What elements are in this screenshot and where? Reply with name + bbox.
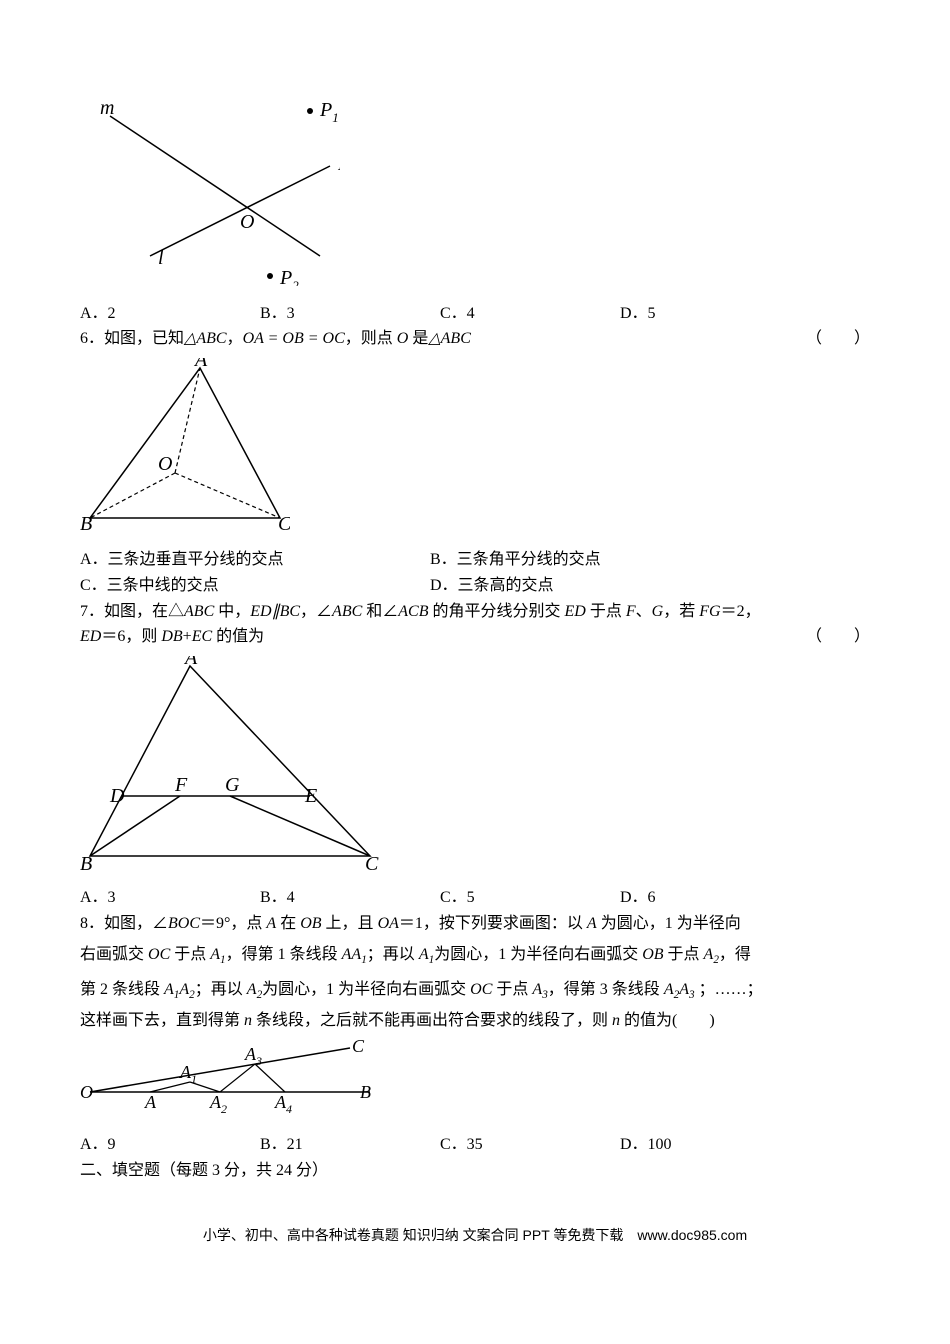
q8-opt-c: C．35 <box>440 1132 620 1158</box>
q6-opt-c: C．三条中线的交点 <box>80 573 430 599</box>
label-B6: B <box>80 513 92 533</box>
q8-opt-b: B．21 <box>260 1132 440 1158</box>
figure-q8: O A A1 A2 A3 A4 B C <box>80 1040 870 1127</box>
q8-line2: 右画弧交 OC 于点 A1，得第 1 条线段 AA1；再以 A1为圆心，1 为半… <box>80 937 870 973</box>
q7-paren: （ ） <box>806 624 870 650</box>
q7-opt-d: D．6 <box>620 885 800 911</box>
q6-options-row2: C．三条中线的交点 D．三条高的交点 <box>80 573 780 599</box>
section-2-heading: 二、填空题（每题 3 分，共 24 分） <box>80 1158 870 1184</box>
label-O8: O <box>80 1082 93 1102</box>
q7-line1: 7．如图，在△ABC 中，ED∥BC，∠ABC 和∠ACB 的角平分线分别交 E… <box>80 599 870 625</box>
q8-opt-d: D．100 <box>620 1132 800 1158</box>
label-B8: B <box>360 1082 371 1102</box>
label-O6: O <box>158 453 172 475</box>
q5-opt-d: D．5 <box>620 301 800 327</box>
q5-options: A．2 B．3 C．4 D．5 <box>80 301 800 327</box>
q6-opt-d: D．三条高的交点 <box>430 573 780 599</box>
figure-q5: m l O P P1 P2 <box>80 86 870 295</box>
q7-options: A．3 B．4 C．5 D．6 <box>80 885 800 911</box>
svg-q8: O A A1 A2 A3 A4 B C <box>80 1040 380 1118</box>
label-F7: F <box>174 774 188 796</box>
q6-stem: 6．如图，已知△ABC，OA = OB = OC，则点 O 是△ABC （ ） <box>80 326 870 352</box>
label-A48: A4 <box>274 1092 292 1116</box>
q6-text: 6．如图，已知△ABC，OA = OB = OC，则点 O 是△ABC <box>80 326 471 352</box>
label-O: O <box>240 211 254 233</box>
q6-options-row1: A．三条边垂直平分线的交点 B．三条角平分线的交点 <box>80 547 780 573</box>
label-P1: P1 <box>319 99 339 125</box>
figure-q6: A B C O <box>80 358 870 542</box>
label-E7: E <box>304 785 317 807</box>
q7-opt-b: B．4 <box>260 885 440 911</box>
label-P: P <box>337 153 340 175</box>
label-C6: C <box>278 513 290 533</box>
q7-opt-c: C．5 <box>440 885 620 911</box>
q5-opt-b: B．3 <box>260 301 440 327</box>
label-A6: A <box>193 358 208 371</box>
label-A8: A <box>144 1092 157 1112</box>
q8-line3: 第 2 条线段 A1A2；再以 A2为圆心，1 为半径向右画弧交 OC 于点 A… <box>80 972 870 1008</box>
q7-line2-text: ED＝6，则 DB+EC 的值为 <box>80 624 264 650</box>
figure-q7: A B C D E F G <box>80 656 870 880</box>
label-P2: P2 <box>279 267 299 286</box>
label-B7: B <box>80 853 92 871</box>
svg-q7: A B C D E F G <box>80 656 380 871</box>
q7-line2: ED＝6，则 DB+EC 的值为 （ ） <box>80 624 870 650</box>
label-C8: C <box>352 1040 365 1056</box>
q5-opt-a: A．2 <box>80 301 260 327</box>
page-footer: 小学、初中、高中各种试卷真题 知识归纳 文案合同 PPT 等免费下载 www.d… <box>80 1224 870 1246</box>
label-C7: C <box>365 853 379 871</box>
q5-opt-c: C．4 <box>440 301 620 327</box>
svg-q6: A B C O <box>80 358 290 533</box>
q8-opt-a: A．9 <box>80 1132 260 1158</box>
q6-paren: （ ） <box>806 326 870 352</box>
label-A7: A <box>183 656 198 669</box>
label-G7: G <box>225 774 240 796</box>
q6-opt-a: A．三条边垂直平分线的交点 <box>80 547 430 573</box>
q6-opt-b: B．三条角平分线的交点 <box>430 547 780 573</box>
q8-line1: 8．如图，∠BOC＝9°，点 A 在 OB 上，且 OA＝1，按下列要求画图：以… <box>80 911 870 937</box>
label-m: m <box>100 97 114 119</box>
svg-q5: m l O P P1 P2 <box>80 86 340 286</box>
label-l: l <box>158 247 164 269</box>
label-A28: A2 <box>209 1092 227 1116</box>
q7-opt-a: A．3 <box>80 885 260 911</box>
q8-options: A．9 B．21 C．35 D．100 <box>80 1132 800 1158</box>
q8-line4: 这样画下去，直到得第 n 条线段，之后就不能再画出符合要求的线段了，则 n 的值… <box>80 1008 870 1034</box>
label-D7: D <box>109 785 125 807</box>
